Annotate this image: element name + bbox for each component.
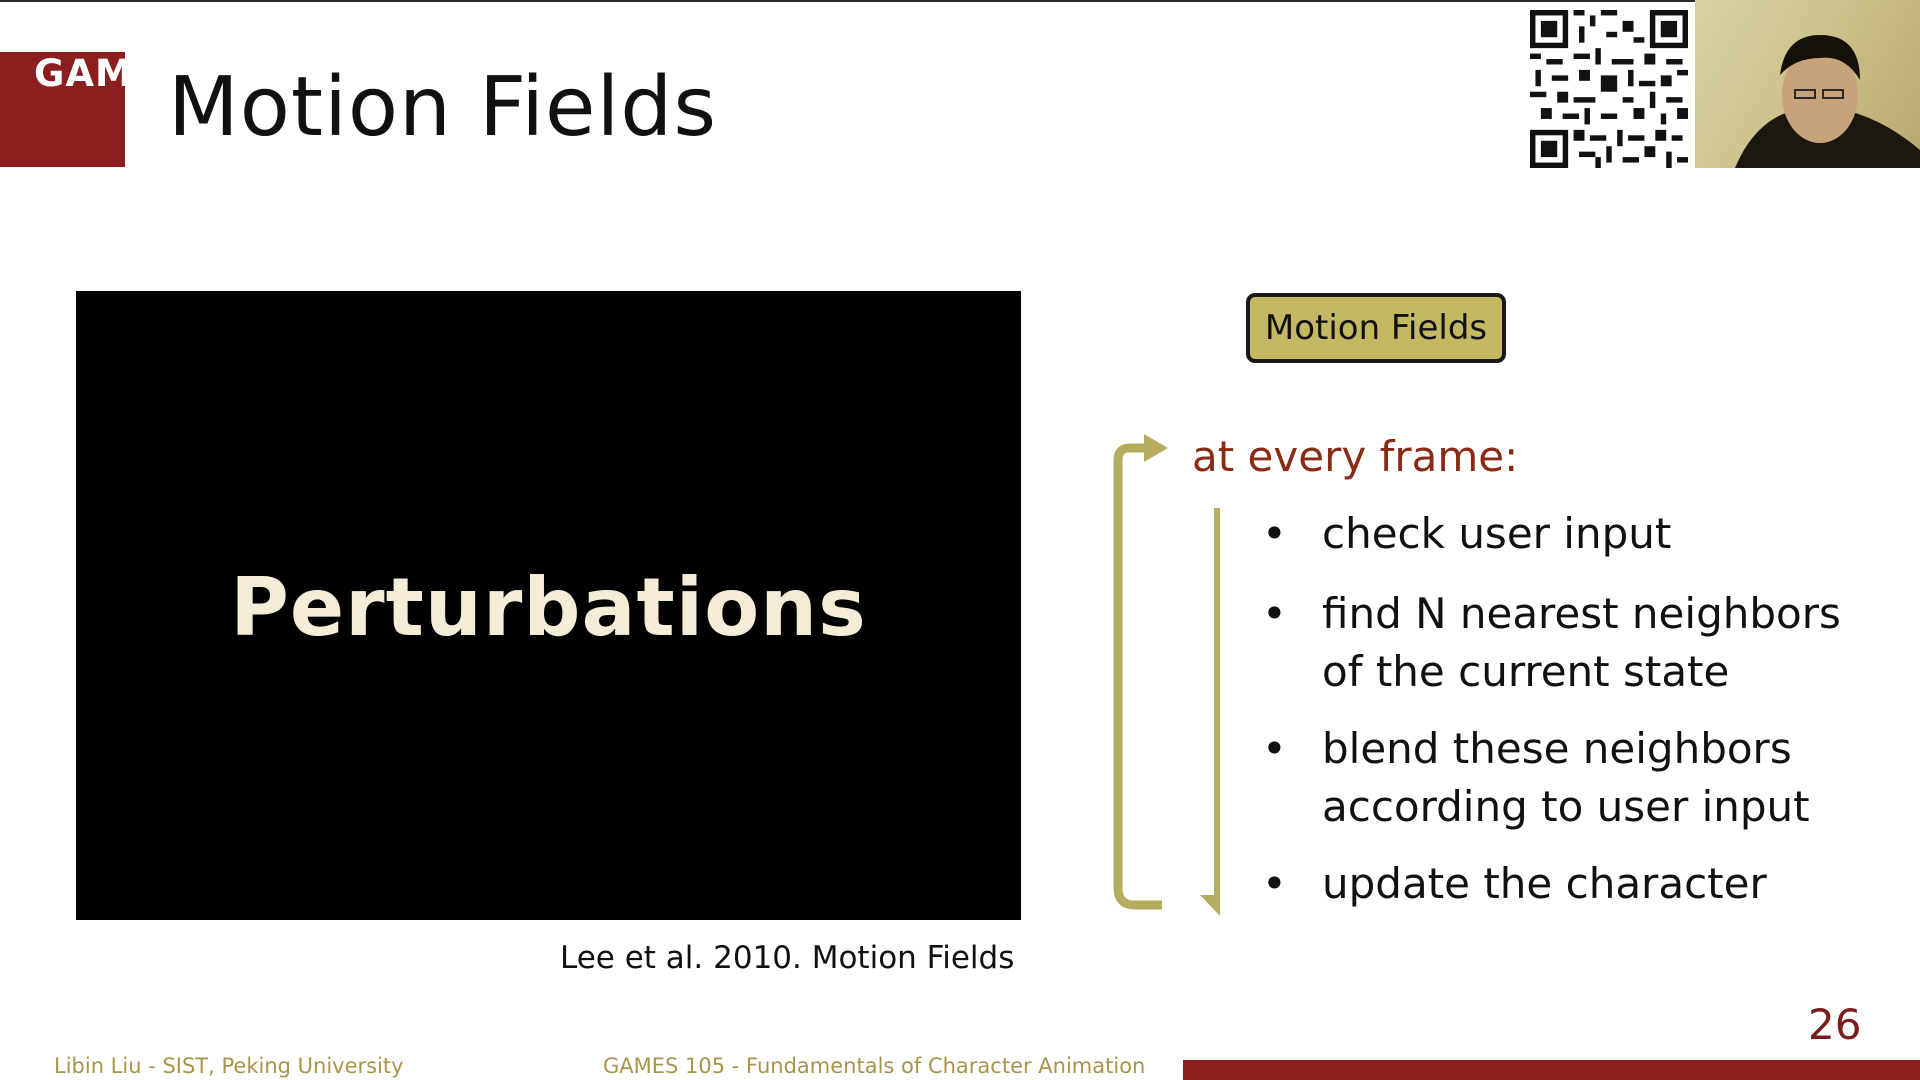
footer-bar	[1183, 1060, 1920, 1080]
bullet-icon: •	[1262, 589, 1287, 638]
loop-label: at every frame:	[1192, 432, 1519, 481]
list-item-text: find N nearest neighbors of the current …	[1322, 589, 1841, 696]
bullet-icon: •	[1262, 509, 1287, 558]
loop-arrow-icon	[1113, 434, 1220, 916]
list-item-text: update the character	[1322, 859, 1767, 908]
slide-title: Motion Fields	[168, 60, 718, 155]
video-player[interactable]: Perturbations	[76, 291, 1021, 920]
top-rule	[0, 0, 1920, 2]
footer-course: GAMES 105 - Fundamentals of Character An…	[603, 1054, 1146, 1078]
motion-fields-box: Motion Fields	[1246, 293, 1506, 363]
qr-code-icon	[1530, 10, 1688, 168]
list-item-text: check user input	[1322, 509, 1672, 558]
webcam-feed	[1695, 0, 1920, 168]
video-overlay-text: Perturbations	[230, 561, 867, 654]
footer-author: Libin Liu - SIST, Peking University	[54, 1054, 404, 1078]
list-item-text: blend these neighbors according to user …	[1322, 724, 1810, 831]
page-number: 26	[1808, 1000, 1862, 1049]
bullet-icon: •	[1262, 724, 1287, 773]
motion-fields-box-label: Motion Fields	[1264, 308, 1488, 348]
video-caption: Lee et al. 2010. Motion Fields	[560, 940, 1015, 976]
bullet-icon: •	[1262, 859, 1287, 908]
logo-text: GAMES	[34, 52, 125, 95]
logo-block: GAMES	[0, 52, 125, 167]
